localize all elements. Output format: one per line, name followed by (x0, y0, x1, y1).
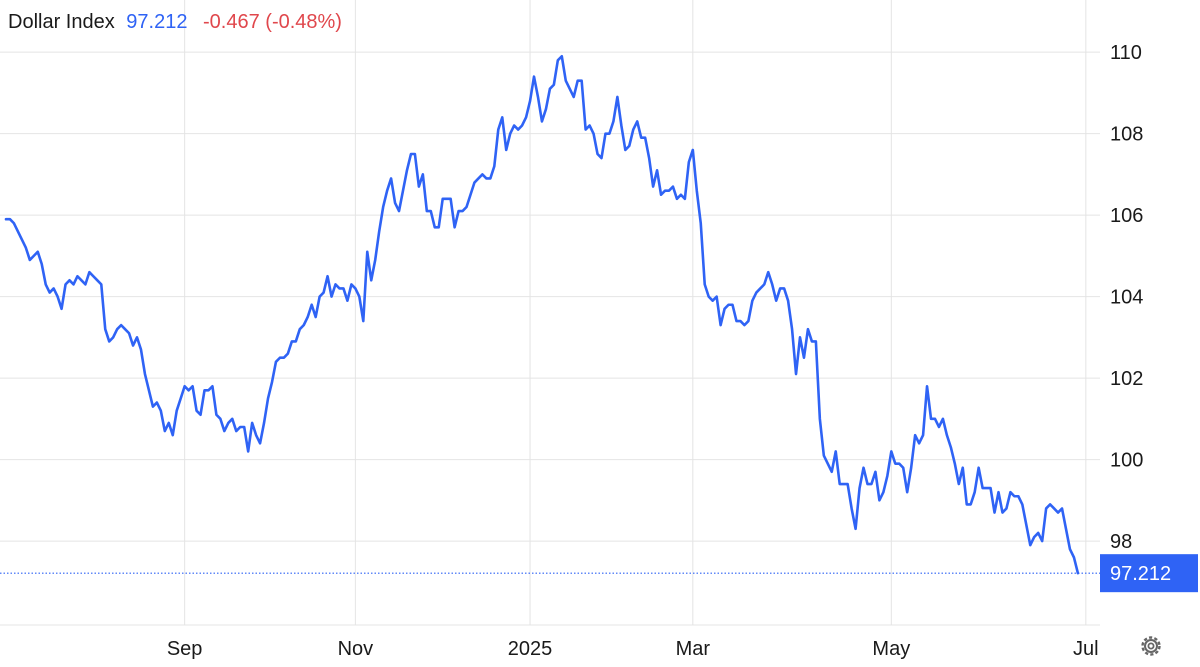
x-tick-label: May (872, 638, 910, 660)
change: -0.467 (-0.48%) (203, 11, 342, 33)
gear-ring (1144, 639, 1158, 653)
y-tick-label: 100 (1110, 450, 1143, 472)
x-tick-label: Nov (338, 638, 374, 660)
series-line (4, 54, 1080, 575)
x-tick-label: Sep (167, 638, 203, 660)
axis-labels: 98 100 102 104 106 108 110 Sep Nov 2025 Mar May Jul (167, 42, 1144, 660)
chart-title: Dollar Index (8, 11, 115, 33)
x-tick-label: 2025 (508, 638, 553, 660)
x-tick-label: Mar (676, 638, 711, 660)
y-tick-label: 110 (1110, 42, 1142, 64)
y-tick-label: 106 (1110, 205, 1143, 227)
plot-area: 97.212 (0, 54, 1198, 593)
gear-hub (1147, 642, 1155, 650)
y-tick-label: 104 (1110, 287, 1143, 309)
last-value-tag (1100, 554, 1198, 593)
last-value-label: 97.212 (1110, 563, 1171, 585)
y-tick-label: 108 (1110, 124, 1143, 146)
header: Dollar Index 97.212 -0.467 (-0.48%) (8, 11, 342, 33)
grid (0, 0, 1100, 626)
y-tick-label: 102 (1110, 368, 1143, 390)
x-tick-label: Jul (1073, 638, 1099, 660)
settings-icon[interactable] (1141, 636, 1161, 656)
y-tick-label: 98 (1110, 531, 1132, 553)
gear-teeth (1141, 636, 1161, 656)
last-value: 97.212 (126, 11, 187, 33)
